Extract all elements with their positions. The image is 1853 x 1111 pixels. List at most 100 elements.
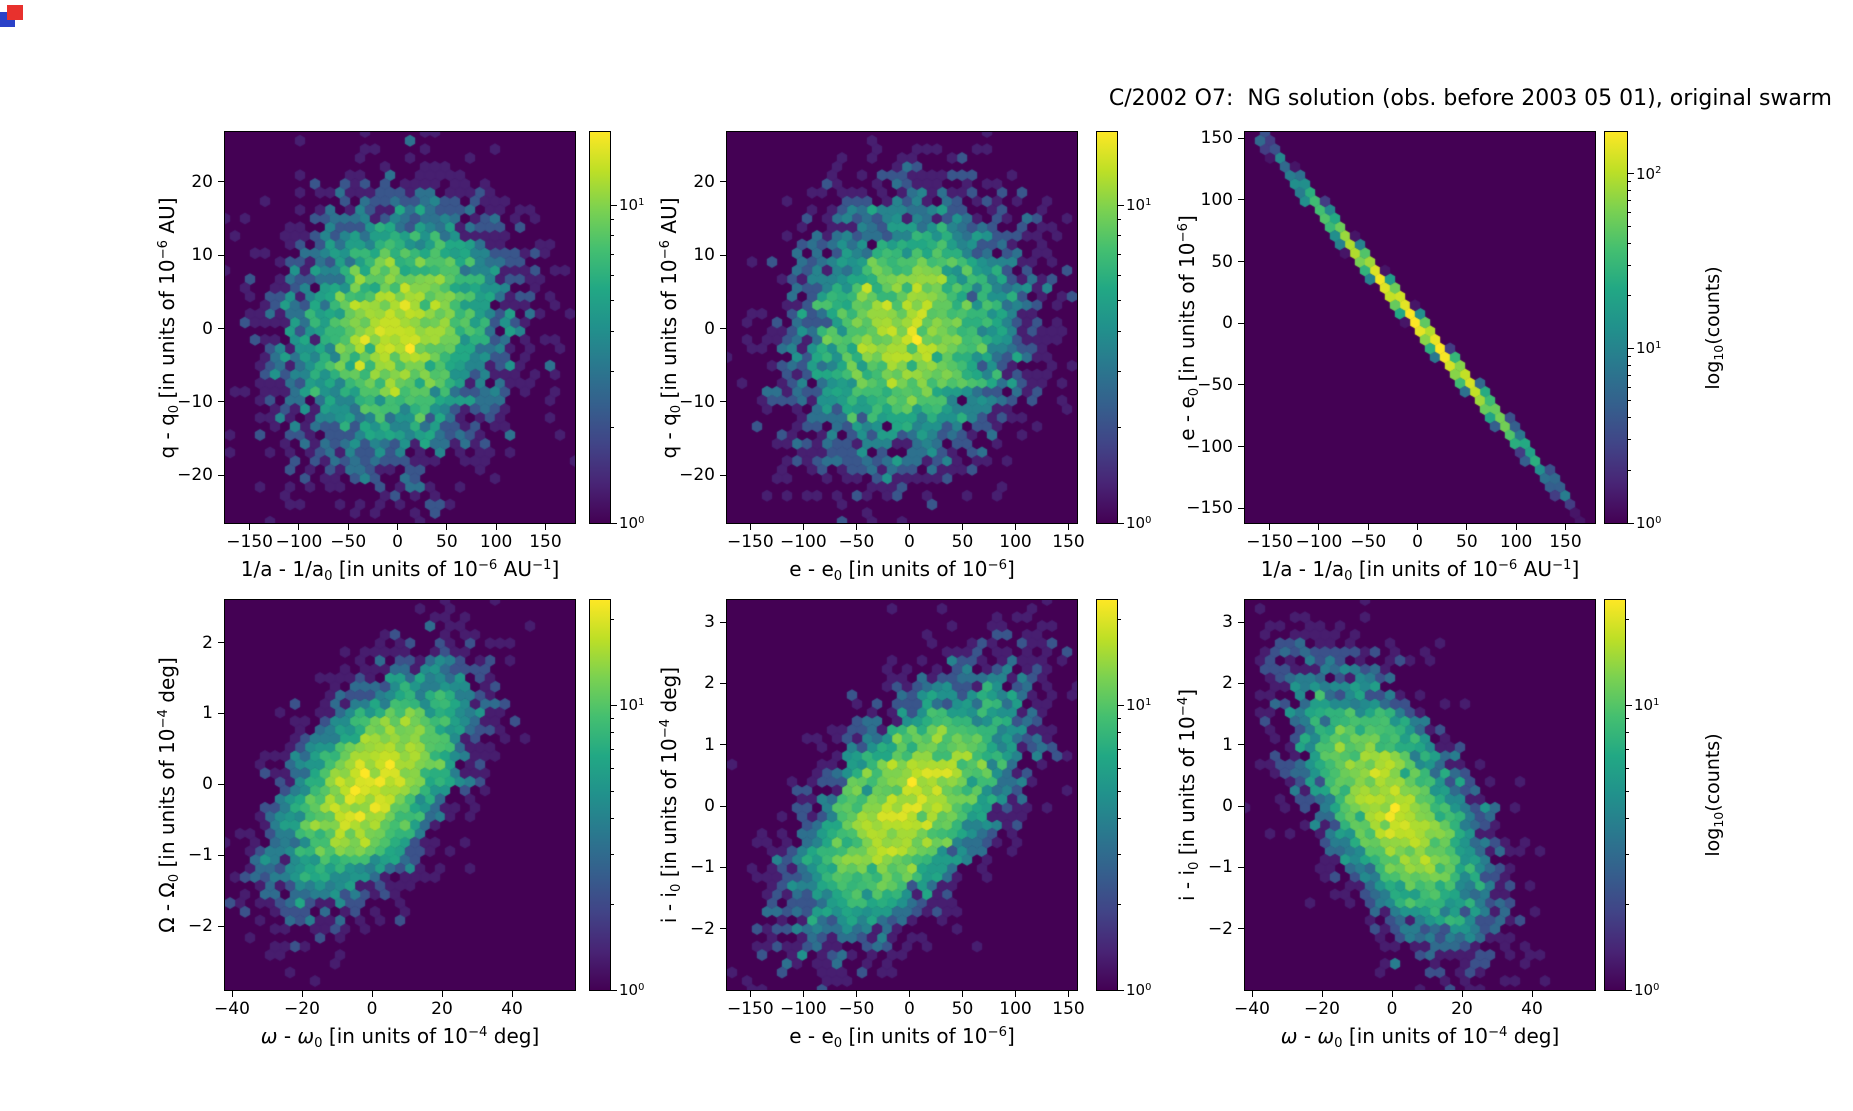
colorbar-minor-tick-inc-vs-argperi [1626,818,1629,820]
x-tick-q-vs-e [1014,524,1016,530]
x-tick-label-e-vs-inva: 0 [1412,532,1423,552]
colorbar-tick-label-inc-vs-argperi: 101 [1634,696,1660,715]
y-tick-label-inc-vs-argperi: −1 [1207,857,1233,878]
x-tick-label-q-vs-inva: 50 [436,532,458,552]
colorbar-minor-tick-inc-vs-e [1118,767,1121,769]
hexbin-canvas-inc-vs-e [727,600,1077,990]
x-axis-label-node-vs-argperi: ω - ω0 [in units of 10−4 deg] [260,1024,540,1051]
y-tick-e-vs-inva [1238,137,1244,139]
panel-e-vs-inva [1244,131,1596,524]
y-tick-label-e-vs-inva: −100 [1186,436,1233,457]
colorbar-tick-q-vs-e [1118,522,1124,524]
y-tick-inc-vs-argperi [1238,928,1244,930]
panel-inc-vs-e [726,599,1078,991]
panel-node-vs-argperi [224,599,576,991]
x-tick-label-e-vs-inva: −100 [1295,532,1343,552]
colorbar-tick-q-vs-inva [611,522,617,524]
x-tick-label-q-vs-e: 0 [904,532,915,552]
y-tick-label-node-vs-argperi: 2 [202,632,213,653]
y-tick-inc-vs-argperi [1238,682,1244,684]
x-tick-label-q-vs-inva: 100 [479,532,513,552]
y-tick-q-vs-inva [218,474,224,476]
y-tick-inc-vs-e [720,744,726,746]
y-tick-node-vs-argperi [218,925,224,927]
x-tick-label-q-vs-e: −50 [838,532,875,552]
x-tick-inc-vs-e [961,991,963,997]
hexbin-canvas-node-vs-argperi [225,600,575,990]
x-tick-label-node-vs-argperi: −40 [214,999,250,1019]
colorbar-q-vs-inva [589,131,611,524]
colorbar-minor-tick-q-vs-e [1118,370,1121,372]
x-tick-q-vs-e [802,524,804,530]
y-tick-label-node-vs-argperi: −2 [187,916,213,937]
y-tick-node-vs-argperi [218,783,224,785]
hexbin-canvas-q-vs-inva [225,132,575,523]
corner-marker-red [7,5,23,20]
colorbar-tick-label-inc-vs-e: 101 [1126,696,1152,715]
y-tick-label-e-vs-inva: 150 [1200,128,1233,149]
colorbar-minor-tick-q-vs-e [1118,219,1121,221]
colorbar-tick-label-e-vs-inva: 100 [1636,514,1662,532]
x-tick-q-vs-e [961,524,963,530]
y-tick-label-node-vs-argperi: 0 [202,774,213,795]
y-tick-e-vs-inva [1238,446,1244,448]
y-tick-inc-vs-e [720,682,726,684]
x-tick-label-inc-vs-e: −150 [726,999,774,1019]
y-tick-inc-vs-e [720,866,726,868]
colorbar-minor-tick-node-vs-argperi [611,619,614,621]
x-tick-inc-vs-e [749,991,751,997]
colorbar-minor-tick-inc-vs-e [1118,732,1121,734]
x-tick-label-e-vs-inva: 50 [1456,532,1478,552]
colorbar-tick-label-q-vs-inva: 100 [619,514,645,532]
colorbar-minor-tick-inc-vs-argperi [1626,790,1629,792]
y-tick-q-vs-inva [218,254,224,256]
x-tick-label-q-vs-inva: −50 [330,532,367,552]
x-tick-node-vs-argperi [301,991,303,997]
colorbar-tick-label-node-vs-argperi: 101 [619,696,645,715]
x-tick-inc-vs-argperi [1391,991,1393,997]
colorbar-minor-tick-inc-vs-argperi [1626,732,1629,734]
x-tick-e-vs-inva [1367,524,1369,530]
y-tick-label-inc-vs-argperi: 2 [1222,673,1233,694]
x-tick-inc-vs-e [1068,991,1069,997]
y-tick-label-q-vs-inva: 10 [191,245,213,266]
y-tick-q-vs-e [720,474,726,476]
y-tick-q-vs-e [720,254,726,256]
y-tick-label-inc-vs-argperi: 1 [1222,734,1233,755]
x-tick-q-vs-e [749,524,751,530]
colorbar-minor-tick-e-vs-inva [1628,200,1631,202]
colorbar-tick-label-node-vs-argperi: 100 [619,981,645,999]
x-tick-inc-vs-argperi [1531,991,1533,997]
colorbar-tick-label-e-vs-inva: 102 [1636,164,1662,183]
y-tick-e-vs-inva [1238,384,1244,386]
x-tick-label-e-vs-inva: 150 [1549,532,1582,552]
y-tick-node-vs-argperi [218,642,224,644]
y-tick-e-vs-inva [1238,199,1244,201]
y-tick-label-e-vs-inva: 50 [1211,251,1233,272]
y-tick-node-vs-argperi [218,854,224,856]
colorbar-tick-label-inc-vs-argperi: 100 [1634,981,1660,999]
x-tick-e-vs-inva [1515,524,1517,530]
x-tick-label-inc-vs-e: −50 [838,999,875,1019]
colorbar-minor-tick-inc-vs-argperi [1626,853,1629,855]
x-tick-label-inc-vs-argperi: 40 [1521,999,1543,1019]
x-tick-label-q-vs-inva: 0 [392,532,403,552]
colorbar-minor-tick-node-vs-argperi [611,903,614,905]
colorbar-minor-tick-inc-vs-e [1118,818,1121,820]
colorbar-minor-tick-node-vs-argperi [611,748,614,750]
y-tick-label-q-vs-e: −20 [679,465,715,486]
y-axis-label-inc-vs-e: i - i0 [in units of 10−4 deg] [657,666,684,924]
hexbin-canvas-q-vs-e [727,132,1077,523]
y-tick-label-inc-vs-e: −2 [689,918,715,939]
y-tick-e-vs-inva [1238,322,1244,324]
x-tick-label-inc-vs-argperi: 0 [1386,999,1398,1019]
x-tick-q-vs-inva [298,524,300,530]
colorbar-minor-tick-q-vs-e [1118,331,1121,333]
colorbar-inc-vs-argperi [1604,599,1626,991]
x-tick-q-vs-inva [544,524,546,530]
colorbar-minor-tick-q-vs-e [1118,235,1121,237]
y-tick-label-e-vs-inva: 0 [1222,313,1233,334]
colorbar-minor-tick-inc-vs-argperi [1626,619,1629,621]
colorbar-q-vs-e [1096,131,1118,524]
